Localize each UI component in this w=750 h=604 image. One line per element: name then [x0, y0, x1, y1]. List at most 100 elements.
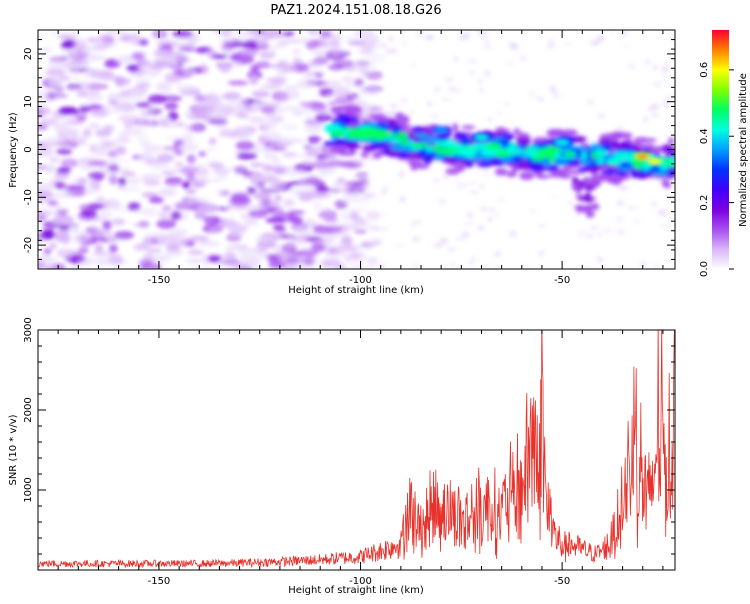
ridge-peak: [564, 151, 577, 157]
spectrogram-speckle: [479, 206, 488, 212]
spectrogram-speckle: [410, 263, 420, 269]
y-tick-label: 20: [23, 48, 34, 61]
spectrogram-speckle: [652, 201, 657, 207]
spectrogram-blob: [145, 248, 162, 253]
spectrogram-blob: [38, 141, 58, 149]
ridge-blob: [329, 129, 347, 138]
spectrogram-blob: [47, 78, 65, 86]
spectrogram-blob: [292, 57, 303, 65]
spectrogram-blob: [89, 69, 106, 80]
spectrogram-speckle: [389, 103, 398, 109]
spectrogram-blob: [326, 245, 339, 255]
ridge-blob: [584, 192, 592, 198]
spectrogram-blob: [198, 241, 221, 247]
spectrogram-speckle: [379, 263, 387, 267]
spectrogram-speckle: [568, 201, 573, 205]
colorbar-tick-label: 0.4: [699, 128, 710, 144]
spectrogram-blob: [236, 152, 258, 160]
ridge-blob: [557, 168, 572, 174]
spectrogram-speckle: [546, 43, 556, 50]
spectrogram-blob: [165, 136, 187, 141]
spectrogram-blob: [270, 139, 285, 150]
spectrogram-speckle: [446, 122, 452, 125]
spectrogram-speckle: [461, 231, 470, 238]
spectrogram-blob: [307, 78, 316, 84]
spectrogram-blob: [86, 37, 99, 43]
spectrogram-blob: [43, 248, 52, 255]
ridge-blob: [357, 134, 364, 140]
snr-xlabel: Height of straight line (km): [288, 585, 424, 596]
spectrogram-blob: [366, 210, 381, 221]
spectrogram-blob: [66, 82, 81, 91]
snr-x-ticks: -150 -100 -50: [57, 330, 664, 587]
spectrogram-blob: [182, 69, 195, 77]
spectrogram-speckle: [643, 116, 648, 122]
ridge-blob: [412, 143, 430, 148]
spectrogram-speckle: [483, 70, 492, 77]
spectrogram-blob: [53, 215, 74, 225]
spectrogram-speckle: [549, 195, 556, 199]
spectrogram-blob: [164, 102, 179, 111]
spectrogram-blob: [250, 204, 259, 210]
spectrogram-blob: [272, 158, 281, 166]
ridge-blob: [571, 176, 579, 184]
ridge-blob: [488, 157, 506, 166]
spectrogram-speckle: [484, 44, 492, 49]
spectrogram-ridge: [323, 104, 675, 218]
y-tick-label: 1000: [23, 477, 34, 502]
spectrogram-blob: [367, 236, 384, 246]
spectrogram-blob: [158, 211, 168, 220]
spectrogram-speckle: [596, 35, 605, 41]
ridge-blob: [528, 146, 539, 152]
spectrogram-speckle: [538, 250, 544, 257]
spectrogram-blob: [272, 225, 286, 230]
spectrogram-blob: [140, 239, 154, 249]
spectrogram-blob: [93, 151, 114, 156]
spectrogram-blob: [304, 124, 323, 134]
spectrogram-speckle: [434, 87, 441, 92]
spectrogram-blob: [187, 240, 196, 247]
spectrogram-speckle: [590, 139, 595, 146]
spectrogram-blob: [193, 94, 205, 103]
spectrogram-blob: [292, 216, 303, 226]
ridge-blob: [400, 139, 409, 147]
spectrogram-blob: [269, 183, 286, 189]
ridge-blob: [407, 159, 422, 166]
spectrogram-blob: [95, 196, 106, 204]
ridge-blob: [514, 161, 532, 170]
spectrogram-blob: [38, 106, 51, 116]
spectrogram-blob: [87, 81, 103, 91]
spectrogram-blob: [135, 101, 151, 109]
ridge-blob: [649, 146, 665, 154]
spectrogram-blob: [270, 207, 284, 212]
spectrogram-blob: [193, 176, 209, 186]
spectrogram-blob: [138, 260, 154, 265]
spectrogram-blob: [283, 137, 301, 144]
spectrogram-blob: [177, 142, 199, 152]
spectrogram-blob: [93, 257, 111, 265]
spectrogram-blob: [312, 202, 323, 211]
spectrogram-blob: [249, 246, 267, 253]
spectrogram-speckle: [438, 238, 449, 244]
spectrogram-blob: [216, 218, 237, 227]
spectrogram-speckle: [549, 85, 557, 92]
spectrogram-blob: [143, 144, 162, 154]
spectrogram-blob: [40, 137, 62, 142]
spectrogram-blob: [289, 235, 311, 244]
spectrogram-blob: [59, 225, 70, 231]
spectrogram-blob: [61, 248, 75, 257]
spectrogram-blob: [104, 106, 125, 114]
spectrogram-blob: [76, 92, 89, 97]
spectrogram-speckle: [456, 237, 466, 241]
ridge-blob: [596, 155, 605, 165]
spectrogram-blob: [192, 164, 209, 175]
spectrogram-blob: [310, 242, 326, 253]
spectrogram-blob: [115, 57, 134, 64]
ridge-blob: [343, 104, 359, 114]
spectrogram-blob: [246, 186, 257, 195]
spectrogram-blob: [363, 85, 384, 93]
spectrogram-blob: [48, 242, 57, 250]
spectrogram-blob: [89, 182, 101, 187]
spectrogram-blob: [309, 192, 332, 199]
spectrogram-blob: [327, 101, 337, 106]
